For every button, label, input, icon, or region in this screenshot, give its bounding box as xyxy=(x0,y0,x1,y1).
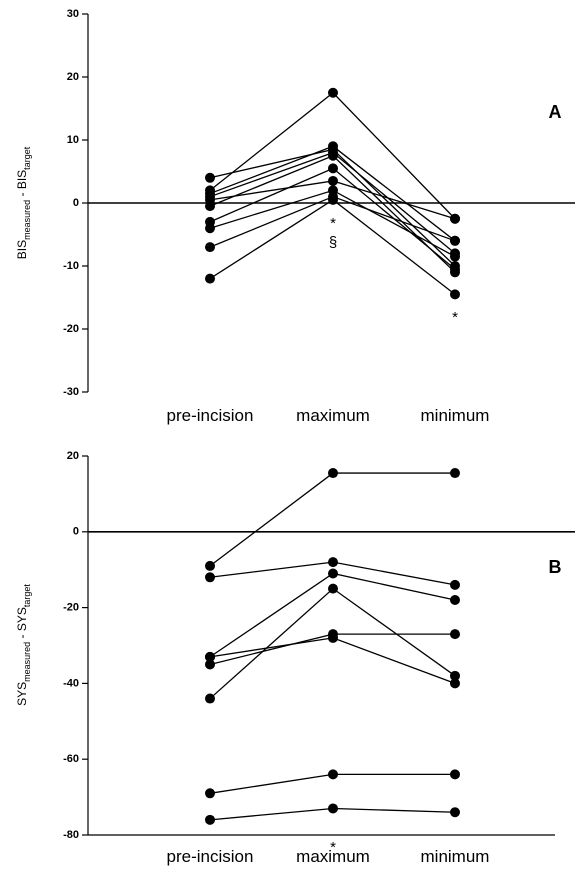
y-axis-label-part: SYS xyxy=(15,682,29,706)
x-tick-label: maximum xyxy=(296,847,370,866)
data-point xyxy=(328,468,338,479)
data-point xyxy=(450,670,460,681)
data-point xyxy=(205,693,215,704)
x-tick-label: pre-incision xyxy=(167,406,254,425)
data-point xyxy=(205,273,215,284)
y-axis-label-part: - BIS xyxy=(15,170,29,200)
y-tick-label: 20 xyxy=(67,71,79,83)
data-point xyxy=(328,175,338,186)
data-point xyxy=(205,659,215,670)
data-point xyxy=(328,163,338,174)
y-tick-label: -60 xyxy=(63,753,79,765)
x-tick-label: minimum xyxy=(421,406,490,425)
data-point xyxy=(205,242,215,253)
x-tick-label: minimum xyxy=(421,847,490,866)
y-axis-label: SYSmeasured - SYStarget xyxy=(15,584,32,706)
data-point xyxy=(328,150,338,161)
annotation: § xyxy=(329,234,337,251)
series-line xyxy=(209,637,456,685)
data-point xyxy=(328,769,338,780)
data-point xyxy=(205,651,215,662)
data-point xyxy=(450,264,460,275)
series-line xyxy=(209,472,455,567)
y-axis-label-part: target xyxy=(22,146,32,170)
y-tick-label: 0 xyxy=(73,197,79,209)
data-point xyxy=(450,579,460,590)
data-point xyxy=(205,788,215,799)
data-point xyxy=(450,678,460,689)
data-point xyxy=(328,557,338,568)
data-point xyxy=(205,172,215,183)
data-point xyxy=(205,201,215,212)
y-tick-label: -10 xyxy=(63,260,79,272)
data-point xyxy=(205,560,215,571)
panel-label: A xyxy=(549,102,562,122)
data-point xyxy=(328,87,338,98)
data-point xyxy=(450,468,460,479)
data-point xyxy=(450,251,460,262)
annotation: * xyxy=(452,309,458,326)
series-line xyxy=(209,587,456,700)
data-point xyxy=(450,235,460,246)
y-tick-label: 30 xyxy=(67,8,79,20)
y-tick-label: -80 xyxy=(63,829,79,841)
data-point xyxy=(450,213,460,224)
data-point xyxy=(205,572,215,583)
y-tick-label: -20 xyxy=(63,323,79,335)
data-point xyxy=(328,194,338,205)
y-tick-label: 10 xyxy=(67,134,79,146)
y-tick-label: 0 xyxy=(73,526,79,538)
annotation: * xyxy=(330,839,336,856)
y-tick-label: -20 xyxy=(63,602,79,614)
data-point xyxy=(328,632,338,643)
data-point xyxy=(328,583,338,594)
panel-label: B xyxy=(549,557,562,577)
annotation: * xyxy=(330,215,336,232)
data-point xyxy=(328,803,338,814)
y-tick-label: -40 xyxy=(63,677,79,689)
data-point xyxy=(205,223,215,234)
data-point xyxy=(205,814,215,825)
y-axis-label-part: target xyxy=(22,584,32,608)
y-tick-label: -30 xyxy=(63,386,79,398)
y-tick-label: 20 xyxy=(67,450,79,462)
y-axis-label: BISmeasured - BIStarget xyxy=(15,146,32,259)
data-point xyxy=(328,568,338,579)
y-axis-label-part: - SYS xyxy=(15,607,29,642)
x-tick-label: maximum xyxy=(296,406,370,425)
y-axis-label-part: BIS xyxy=(15,240,29,259)
data-point xyxy=(450,807,460,818)
data-point xyxy=(450,629,460,640)
data-point xyxy=(450,769,460,780)
data-point xyxy=(450,595,460,606)
data-point xyxy=(450,289,460,300)
x-tick-label: pre-incision xyxy=(167,847,254,866)
y-axis-label-part: measured xyxy=(22,642,32,682)
y-axis-label-part: measured xyxy=(22,200,32,240)
